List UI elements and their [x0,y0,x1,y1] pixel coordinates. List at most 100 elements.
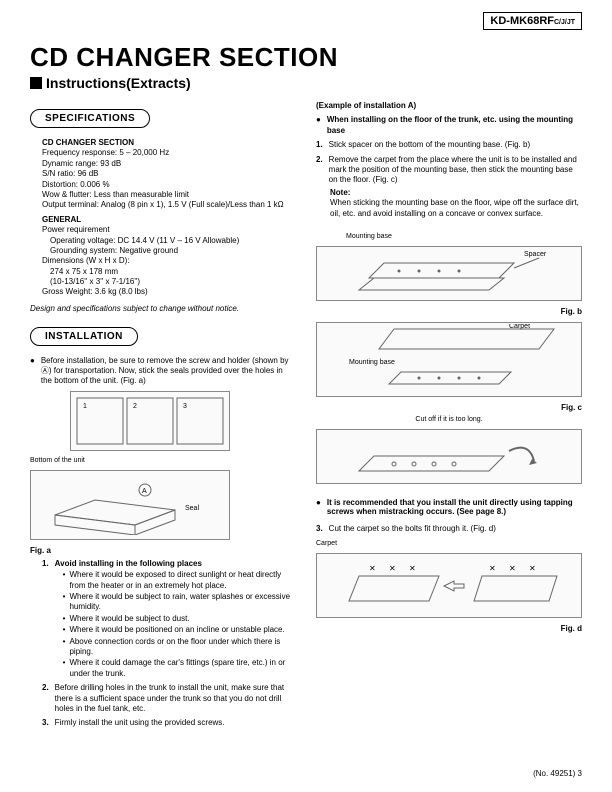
figure-a-unit: A Seal [30,470,230,540]
list-item-1: 1. Avoid installing in the following pla… [42,559,296,679]
bullet-icon: ● [30,356,35,385]
figure-a-steps: 1 2 3 [70,391,230,451]
svg-text:Mounting base: Mounting base [349,359,395,366]
spec-line: Output terminal: Analog (8 pin x 1), 1.5… [42,200,296,210]
figure-d-container: Carpet ✕ ✕ ✕ ✕ ✕ ✕ Fig. d [316,540,582,633]
specifications-header: SPECIFICATIONS [30,109,150,128]
page-subtitle: Instructions(Extracts) [30,75,582,91]
list-item-2: 2. Before drilling holes in the trunk to… [42,683,296,714]
bottom-label: Bottom of the unit [30,457,296,464]
figure-a-container: 1 2 3 Bottom of the unit A Seal Fig. a [30,391,296,555]
figure-c: Carpet Mounting base [316,322,582,397]
note-text: When sticking the mounting base on the f… [330,198,582,219]
spec-line: Frequency response: 5 – 20,000 Hz [42,148,296,158]
spec-line: Operating voltage: DC 14.4 V (11 V – 16 … [42,236,296,246]
spec-block: CD CHANGER SECTION Frequency response: 5… [30,138,296,298]
recommend-block: ● It is recommended that you install the… [316,498,582,516]
example-block: (Example of installation A) ● When insta… [316,101,582,219]
example-title: (Example of installation A) [316,101,582,111]
item-number: 3. [42,718,49,728]
svg-text:1: 1 [83,403,87,410]
spec-line: Dynamic range: 93 dB [42,159,296,169]
spec-line: 274 x 75 x 178 mm [42,267,296,277]
svg-text:Carpet: Carpet [509,324,530,330]
model-suffix: C/J/JT [554,19,575,26]
spec-line: Dimensions (W x H x D): [42,256,296,266]
cutoff-figure [316,429,582,484]
avoid-title: Avoid installing in the following places [55,559,296,569]
right-column: (Example of installation A) ● When insta… [316,101,582,729]
fig-c-label: Fig. c [316,403,582,412]
page-footer: (No. 49251) 3 [533,769,582,778]
model-number-box: KD-MK68RFC/J/JT [483,12,582,30]
mb-label: Mounting base [346,233,582,240]
svg-text:✕: ✕ [369,564,376,573]
install-intro: ● Before installation, be sure to remove… [30,356,296,385]
note-label: Note: [330,188,582,198]
svg-text:✕: ✕ [409,564,416,573]
spec-line: Gross Weight: 3.6 kg (8.0 lbs) [42,287,296,297]
avoid-bullets: •Where it would be exposed to direct sun… [55,570,296,679]
spec-line: Distortion: 0.006 % [42,180,296,190]
svg-text:2: 2 [133,403,137,410]
carpet-cut-icon: ✕ ✕ ✕ ✕ ✕ ✕ [339,556,559,616]
svg-text:✕: ✕ [389,564,396,573]
svg-text:✕: ✕ [529,564,536,573]
mounting-base-icon: Spacer [339,248,559,298]
recommend-text: It is recommended that you install the u… [327,498,582,516]
item-number: 1. [42,559,49,679]
step-3: Cut the carpet so the bolts fit through … [329,524,496,534]
fig-d-label: Fig. d [316,624,582,633]
subtitle-text: Instructions(Extracts) [46,75,191,91]
spec-line: Power requirement [42,225,296,235]
steps-illustration-icon: 1 2 3 [75,396,225,446]
design-notice: Design and specifications subject to cha… [30,304,296,313]
avoid-item: Where it could damage the car's fittings… [69,658,296,679]
svg-text:Spacer: Spacer [524,251,547,258]
installation-header: INSTALLATION [30,327,138,346]
svg-text:3: 3 [183,403,187,410]
when-installing: When installing on the floor of the trun… [327,115,582,136]
model-number: KD-MK68RF [490,15,554,27]
avoid-item: Where it would be positioned on an incli… [69,625,284,635]
avoid-item: Where it would be exposed to direct sunl… [69,570,296,591]
list-item-3: 3. Firmly install the unit using the pro… [42,718,296,728]
seal-text: Seal [185,505,199,512]
carpet-label: Carpet [316,540,582,547]
item-text: Before drilling holes in the trunk to in… [55,683,296,714]
unit-illustration-icon: A Seal [35,475,225,535]
avoid-item: Above connection cords or on the floor u… [69,637,296,658]
page-title: CD CHANGER SECTION [30,42,582,73]
spec-section-title: CD CHANGER SECTION [42,138,296,148]
figure-b-container: Mounting base Spacer Fig. b [316,233,582,316]
numbered-list: 1. Avoid installing in the following pla… [30,559,296,729]
spec-line: Grounding system: Negative ground [42,246,296,256]
bullet-icon: ● [316,115,321,136]
step-2: Remove the carpet from the place where t… [329,155,582,186]
avoid-item: Where it would be subject to dust. [69,614,189,624]
general-title: GENERAL [42,215,296,225]
svg-text:A: A [142,488,147,495]
cutoff-illustration-icon [339,431,559,481]
fig-b-label: Fig. b [316,307,582,316]
bullet-icon: ● [316,498,321,516]
spec-line: Wow & flutter: Less than measurable limi… [42,190,296,200]
figure-b: Spacer [316,246,582,301]
install-intro-text: Before installation, be sure to remove t… [41,356,296,385]
cutoff-label: Cut off if it is too long. [316,416,582,423]
figure-d: ✕ ✕ ✕ ✕ ✕ ✕ [316,553,582,618]
fig-a-label: Fig. a [30,546,296,555]
left-column: SPECIFICATIONS CD CHANGER SECTION Freque… [30,101,296,729]
square-icon [30,77,42,89]
spec-line: S/N ratio: 96 dB [42,169,296,179]
item-number: 2. [42,683,49,714]
item-text: Firmly install the unit using the provid… [55,718,225,728]
cutoff-container: Cut off if it is too long. [316,416,582,484]
carpet-illustration-icon: Carpet Mounting base [339,324,559,394]
svg-text:✕: ✕ [509,564,516,573]
step-1: Stick spacer on the bottom of the mounti… [329,140,530,150]
svg-text:✕: ✕ [489,564,496,573]
spec-line: (10-13/16'' x 3'' x 7-1/16'') [42,277,296,287]
avoid-item: Where it would be subject to rain, water… [69,592,296,613]
figure-c-container: Carpet Mounting base Fig. c [316,322,582,412]
